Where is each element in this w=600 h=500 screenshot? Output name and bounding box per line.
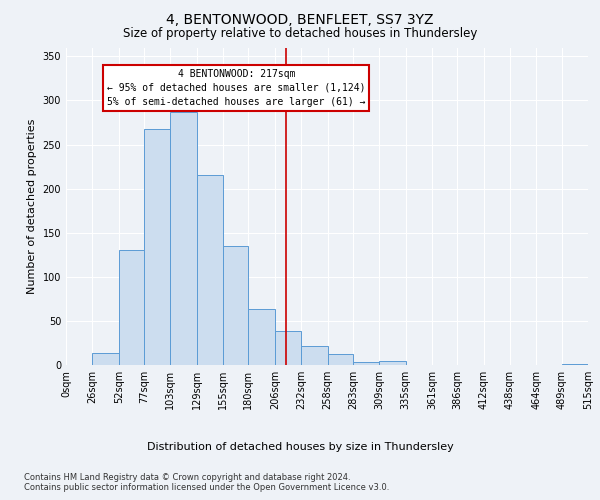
Bar — [119, 250, 144, 365]
Text: 4, BENTONWOOD, BENFLEET, SS7 3YZ: 4, BENTONWOOD, BENFLEET, SS7 3YZ — [166, 12, 434, 26]
Bar — [92, 352, 119, 365]
Text: Contains HM Land Registry data © Crown copyright and database right 2024.
Contai: Contains HM Land Registry data © Crown c… — [24, 472, 389, 492]
Bar — [328, 354, 353, 365]
Y-axis label: Number of detached properties: Number of detached properties — [27, 118, 37, 294]
Text: Size of property relative to detached houses in Thundersley: Size of property relative to detached ho… — [123, 28, 477, 40]
Bar — [248, 308, 275, 365]
Bar — [379, 360, 406, 365]
Text: Distribution of detached houses by size in Thundersley: Distribution of detached houses by size … — [146, 442, 454, 452]
Bar — [197, 176, 223, 365]
Bar — [562, 364, 588, 365]
Bar — [170, 112, 197, 365]
Text: 4 BENTONWOOD: 217sqm
← 95% of detached houses are smaller (1,124)
5% of semi-det: 4 BENTONWOOD: 217sqm ← 95% of detached h… — [107, 68, 365, 106]
Bar — [353, 362, 379, 365]
Bar — [223, 246, 248, 365]
Bar — [275, 332, 301, 365]
Bar — [301, 346, 328, 365]
Bar — [144, 128, 170, 365]
